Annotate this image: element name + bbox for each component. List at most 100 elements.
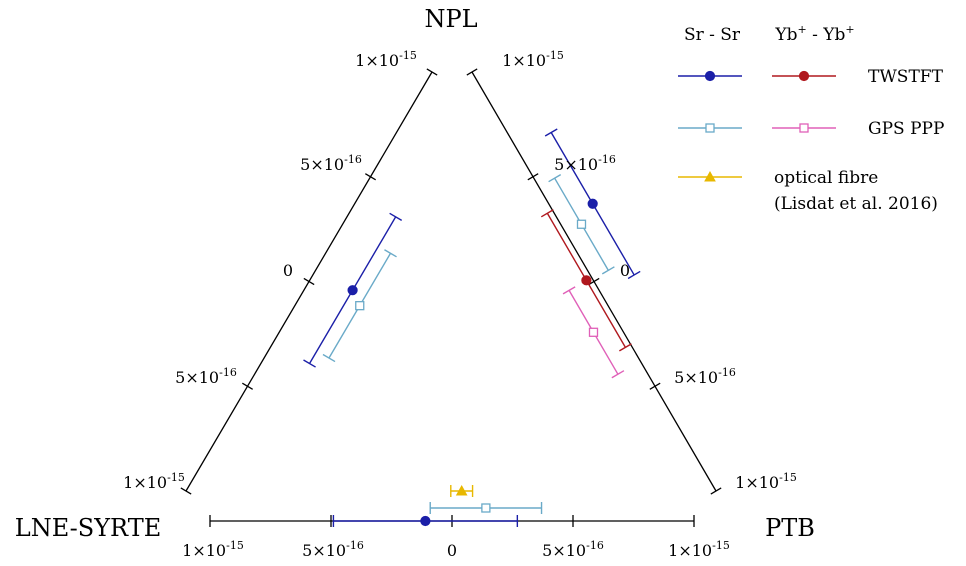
axes-layer: [180, 68, 722, 527]
tick-label-exponent: -16: [344, 153, 362, 166]
data-point: [347, 285, 358, 296]
legend-label: GPS PPP: [868, 119, 944, 139]
tick-label: 1×10-15: [502, 49, 564, 70]
series-srsr-gpsppp-point: [322, 249, 397, 363]
axis-tick: [527, 173, 539, 181]
axis-tick: [303, 277, 315, 286]
axis-tick: [241, 382, 254, 390]
data-point: [704, 70, 716, 82]
axis-tick: [426, 68, 438, 76]
series-ybyb-gpsppp-point: [562, 286, 625, 379]
tick-label: 1×10-15: [735, 471, 797, 492]
error-bar-cap: [548, 174, 562, 183]
tick-label: 0: [283, 261, 293, 280]
error-bar-cap: [611, 370, 625, 379]
data-point: [455, 484, 468, 496]
tick-label: 1×10-15: [355, 49, 417, 70]
vertex-label-lne-syrte: LNE-SYRTE: [15, 514, 161, 542]
tick-label: 5×10-16: [300, 153, 362, 174]
tick-label: 0: [447, 541, 457, 560]
tick-label-mantissa: 5×10: [300, 155, 344, 174]
data-point: [799, 123, 809, 133]
tick-label-exponent: -16: [718, 366, 736, 379]
axis-tick: [588, 277, 600, 286]
tick-label-mantissa: 1×10: [668, 541, 712, 560]
legend-header-part: +: [798, 23, 807, 36]
series-srsr-twstft-point: [332, 515, 519, 527]
axis-tick: [710, 487, 722, 495]
tick-label-exponent: -16: [598, 153, 616, 166]
error-bar-cap: [619, 343, 632, 352]
error-bar-cap: [627, 270, 641, 280]
error-bar-cap: [562, 286, 576, 295]
legend-label: (Lisdat et al. 2016): [774, 194, 938, 214]
tick-label-mantissa: 1×10: [735, 473, 779, 492]
vertex-label-npl: NPL: [424, 5, 477, 33]
tick-label-mantissa: 5×10: [175, 368, 219, 387]
tick-label-mantissa: 5×10: [302, 541, 346, 560]
error-bar-cap: [544, 128, 558, 137]
data-point: [576, 219, 587, 229]
tick-label: 5×10-16: [554, 153, 616, 174]
tick-label-exponent: -16: [346, 539, 364, 552]
legend-header-part: Yb: [774, 25, 797, 45]
tick-label-mantissa: 5×10: [542, 541, 586, 560]
legend-label: optical fibre: [774, 168, 878, 188]
error-bar-cap: [389, 212, 403, 222]
series-fibre-point: [450, 484, 474, 497]
series-srsr-gpsppp-point: [548, 174, 615, 275]
data-point: [704, 170, 716, 182]
tick-label-mantissa: 5×10: [554, 155, 598, 174]
tick-label-exponent: -15: [167, 471, 185, 484]
data-point: [420, 515, 431, 527]
tick-label: 1×10-15: [668, 539, 730, 560]
labels-layer: 1×10-155×10-1605×10-161×10-151×10-155×10…: [15, 5, 815, 560]
tick-label: 1×10-15: [123, 471, 185, 492]
tick-label-exponent: -15: [712, 539, 730, 552]
tick-label: 0: [620, 261, 630, 280]
tick-label: 5×10-16: [674, 366, 736, 387]
axis-tick: [649, 382, 661, 390]
tick-label-exponent: -16: [219, 366, 237, 379]
tick-label-mantissa: 1×10: [182, 541, 226, 560]
tick-label-mantissa: 0: [447, 541, 457, 560]
vertex-label-ptb: PTB: [765, 514, 815, 542]
tick-label-exponent: -15: [779, 471, 797, 484]
error-bar-cap: [601, 266, 615, 275]
axis-tick: [180, 487, 192, 495]
tick-label-exponent: -15: [546, 49, 564, 62]
series-ybyb-twstft-point: [540, 209, 632, 352]
tick-label-exponent: -15: [399, 49, 417, 62]
error-bar-cap: [384, 249, 397, 258]
error-bar-cap: [303, 359, 316, 368]
tick-label-exponent: -16: [586, 539, 604, 552]
tick-label: 5×10-16: [175, 366, 237, 387]
series-srsr-twstft-point: [303, 212, 403, 368]
data-point: [798, 70, 810, 82]
error-bar-cap: [322, 353, 336, 363]
tick-label-mantissa: 0: [620, 261, 630, 280]
legend-header-part: +: [845, 23, 854, 36]
error-bar-cap: [540, 209, 554, 218]
tick-label: 5×10-16: [302, 539, 364, 560]
legend-header-yb-yb: Yb+ - Yb+: [774, 23, 854, 45]
tick-label-mantissa: 1×10: [355, 51, 399, 70]
data-point: [581, 275, 592, 286]
legend-label: TWSTFT: [868, 67, 944, 87]
legend-header-sr-sr: Sr - Sr: [684, 25, 741, 45]
data-point: [355, 301, 365, 311]
tick-label-mantissa: 5×10: [674, 368, 718, 387]
axis-tick: [466, 68, 478, 76]
data-point: [705, 123, 715, 133]
tick-label: 5×10-16: [542, 539, 604, 560]
data-point: [481, 503, 491, 513]
data-point: [587, 198, 598, 209]
series-srsr-gpsppp-point: [429, 502, 543, 514]
legend-header-part: - Yb: [807, 25, 846, 45]
tick-label-exponent: -15: [226, 539, 244, 552]
data-point: [588, 327, 599, 337]
series-srsr-twstft-point: [544, 128, 641, 280]
tick-label-mantissa: 0: [283, 261, 293, 280]
